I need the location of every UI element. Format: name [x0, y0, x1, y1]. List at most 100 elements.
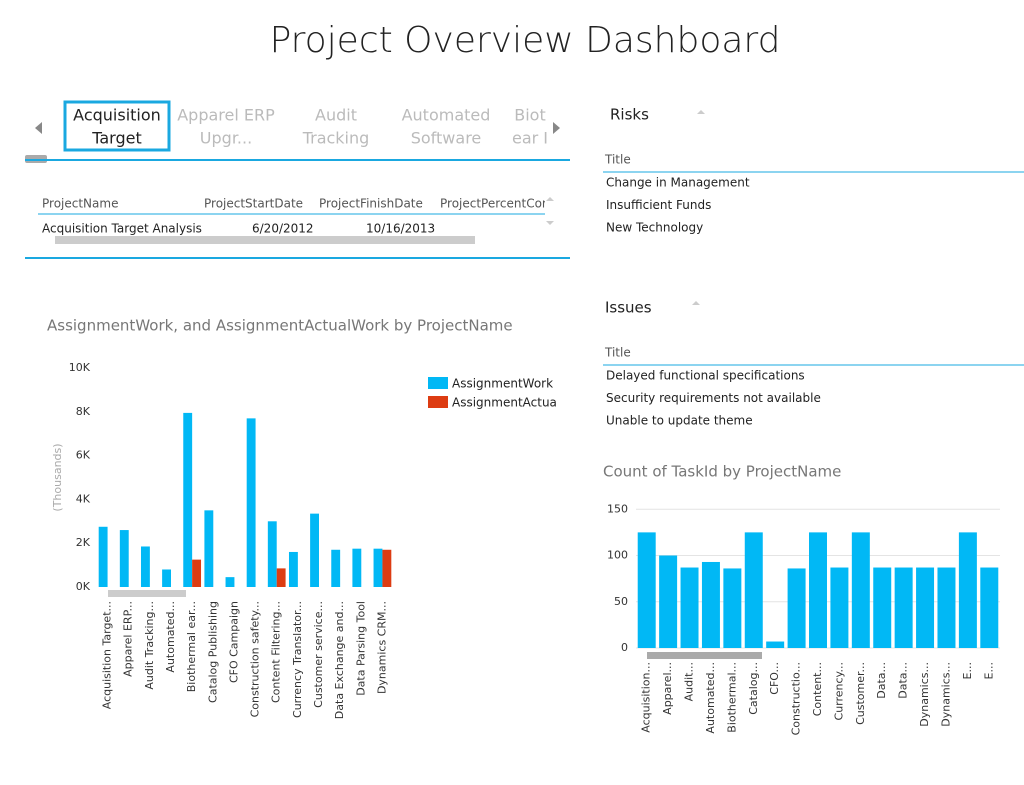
- x-tick-label: Audit...: [683, 662, 696, 701]
- bar: [331, 549, 341, 587]
- page-title: Project Overview Dashboard: [270, 20, 781, 61]
- tile-label: Automated: [402, 106, 491, 125]
- list-row: Insufficient Funds: [606, 198, 711, 212]
- bar: [225, 577, 235, 587]
- x-tick-label: Customer service...: [312, 601, 325, 708]
- x-tick-label: Apparel ERP...: [122, 601, 135, 677]
- bar: [723, 568, 742, 648]
- x-tick-label: Audit Tracking...: [143, 601, 156, 690]
- x-tick-label: Biothermal ear...: [185, 601, 198, 692]
- bar: [980, 567, 999, 648]
- x-tick-label: E...: [961, 662, 974, 679]
- table-header: ProjectPercentCor: [440, 197, 547, 211]
- charts: AssignmentWork, and AssignmentActualWork…: [47, 317, 1000, 735]
- table-hscroll[interactable]: [55, 236, 475, 244]
- bar: [680, 567, 699, 648]
- x-tick-label: Constructio...: [790, 662, 803, 735]
- x-tick-label: Content Filtering...: [270, 601, 283, 703]
- bar: [766, 641, 785, 648]
- bar: [373, 548, 383, 587]
- tile-label: Biot: [514, 106, 545, 125]
- tile-label: Acquisition: [73, 106, 161, 125]
- list-column: Title: [604, 346, 631, 360]
- legend-label: AssignmentActualWork: [452, 396, 591, 410]
- x-tick-label: Data...: [897, 662, 910, 699]
- tile-label: Upgr...: [200, 129, 252, 148]
- bar: [701, 561, 720, 648]
- y-tick-label: 50: [614, 595, 628, 608]
- x-tick-label: Acquisition Target...: [101, 601, 114, 709]
- x-tick-label: Currency...: [832, 662, 845, 720]
- y-tick-label: 100: [607, 549, 628, 562]
- bar: [958, 532, 977, 648]
- bar: [637, 532, 656, 648]
- list-column: Title: [604, 153, 631, 167]
- y-tick-label: 2K: [76, 536, 91, 549]
- bar: [873, 567, 892, 648]
- x-tick-label: Data Parsing Tool: [354, 601, 367, 696]
- x-tick-label: Dynamics CRM...: [375, 601, 388, 694]
- y-tick-label: 10K: [69, 361, 91, 374]
- lists: Risks Title Change in Management Insufficie…: [603, 106, 1024, 428]
- chart-title: AssignmentWork, and AssignmentActualWork…: [47, 317, 513, 335]
- table-scroll[interactable]: [546, 197, 554, 225]
- chart-scrollbar[interactable]: [647, 652, 762, 659]
- y-tick-label: 4K: [76, 492, 91, 505]
- bar: [916, 567, 935, 648]
- bar: [937, 567, 956, 648]
- bar: [382, 549, 392, 587]
- x-tick-label: Automated...: [164, 601, 177, 673]
- tile-label: Apparel ERP: [177, 106, 275, 125]
- x-tick-label: Catalog...: [747, 662, 760, 715]
- legend-swatch: [428, 377, 448, 389]
- list-title: Issues: [605, 299, 652, 317]
- tile-selected[interactable]: [63, 100, 171, 152]
- chart-scrollbar[interactable]: [108, 590, 186, 597]
- table-cell: 10/16/2013: [366, 222, 435, 236]
- tile-label: Target: [91, 129, 142, 148]
- bar: [183, 412, 193, 587]
- chart-title: Count of TaskId by ProjectName: [603, 463, 841, 481]
- bar: [830, 567, 849, 648]
- list-row: New Technology: [606, 221, 703, 235]
- table-header: ProjectStartDate: [204, 197, 303, 211]
- tile-label: Software: [411, 129, 482, 148]
- y-tick-label: 6K: [76, 449, 91, 462]
- x-tick-label: Biothermal...: [725, 662, 738, 733]
- x-tick-label: CFO Campaign: [227, 601, 240, 683]
- bar: [98, 526, 108, 587]
- x-tick-label: Automated...: [704, 662, 717, 734]
- scroll-left[interactable]: [35, 122, 42, 134]
- table-cell: 6/20/2012: [252, 222, 314, 236]
- x-tick-label: CFO...: [768, 662, 781, 695]
- bar: [787, 568, 806, 648]
- bar: [204, 510, 214, 587]
- x-tick-label: Data...: [875, 662, 888, 699]
- bar: [851, 532, 870, 648]
- bar: [140, 546, 150, 587]
- x-tick-label: Dynamics...: [918, 662, 931, 727]
- bar: [310, 513, 319, 587]
- y-axis-label: (Thousands): [51, 443, 64, 511]
- bar: [744, 532, 763, 648]
- bar: [352, 548, 362, 587]
- x-tick-label: E...: [982, 662, 995, 679]
- bar: [162, 569, 171, 587]
- y-tick-label: 0K: [76, 580, 91, 593]
- bar: [276, 568, 286, 587]
- tile-label: Audit: [315, 106, 357, 125]
- bar: [119, 530, 129, 587]
- bar: [192, 559, 202, 587]
- y-tick-label: 8K: [76, 405, 91, 418]
- bar: [894, 567, 913, 648]
- table-cell: Acquisition Target Analysis: [42, 222, 202, 236]
- x-tick-label: Data Exchange and...: [333, 601, 346, 719]
- tiles: Acquisition Target Apparel ERP Upgr... Audit…: [73, 106, 548, 148]
- scroll-right[interactable]: [553, 122, 560, 134]
- bar: [809, 532, 827, 648]
- x-tick-label: Construction safety...: [249, 601, 262, 717]
- y-tick-label: 0: [621, 641, 628, 654]
- list-row: Security requirements not available: [606, 391, 821, 405]
- x-tick-label: Dynamics...: [939, 662, 952, 727]
